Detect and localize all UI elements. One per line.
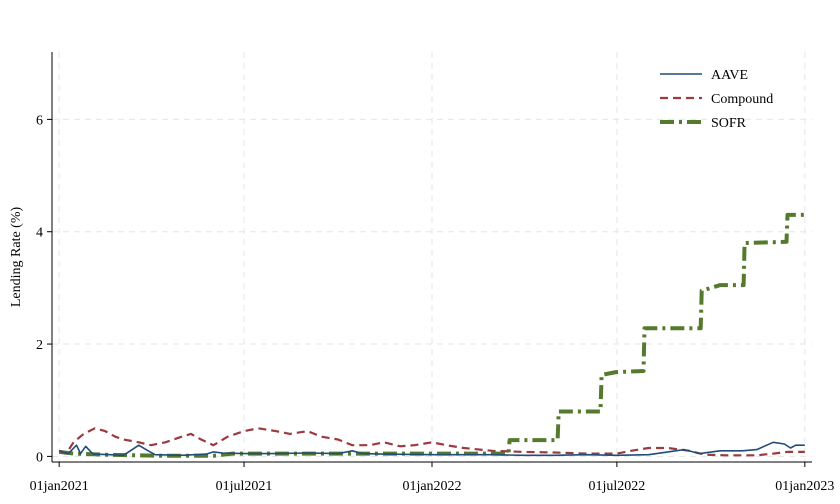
grid-lines <box>52 52 812 462</box>
legend-label: AAVE <box>711 68 748 83</box>
y-tick-label: 0 <box>36 450 43 465</box>
x-tick-label: 01jul2021 <box>216 479 273 494</box>
legend: AAVE Compound SOFR <box>660 68 773 131</box>
legend-item-aave: AAVE <box>660 68 748 83</box>
y-tick-label: 2 <box>36 338 43 353</box>
x-ticks: 01jan2021 01jul2021 01jan2022 01jul2022 01ja… <box>30 462 834 494</box>
axes <box>51 52 812 463</box>
y-tick-label: 6 <box>36 113 43 128</box>
x-tick-label: 01jul2022 <box>589 479 646 494</box>
y-tick-label: 4 <box>36 226 43 241</box>
series-line-sofr <box>58 212 805 458</box>
series-line-aave <box>58 441 805 457</box>
legend-item-sofr: SOFR <box>660 116 747 131</box>
x-tick-label: 01jan2023 <box>775 479 834 494</box>
y-axis-title: Lending Rate (%) <box>9 207 24 308</box>
x-tick-label: 01jan2022 <box>402 479 461 494</box>
y-ticks: 0 2 4 6 <box>36 113 52 465</box>
series-lines <box>58 212 805 458</box>
legend-label: SOFR <box>711 116 747 131</box>
legend-label: Compound <box>711 92 773 107</box>
legend-item-compound: Compound <box>660 92 773 107</box>
series-line-compound <box>58 427 805 457</box>
x-tick-label: 01jan2021 <box>30 479 89 494</box>
